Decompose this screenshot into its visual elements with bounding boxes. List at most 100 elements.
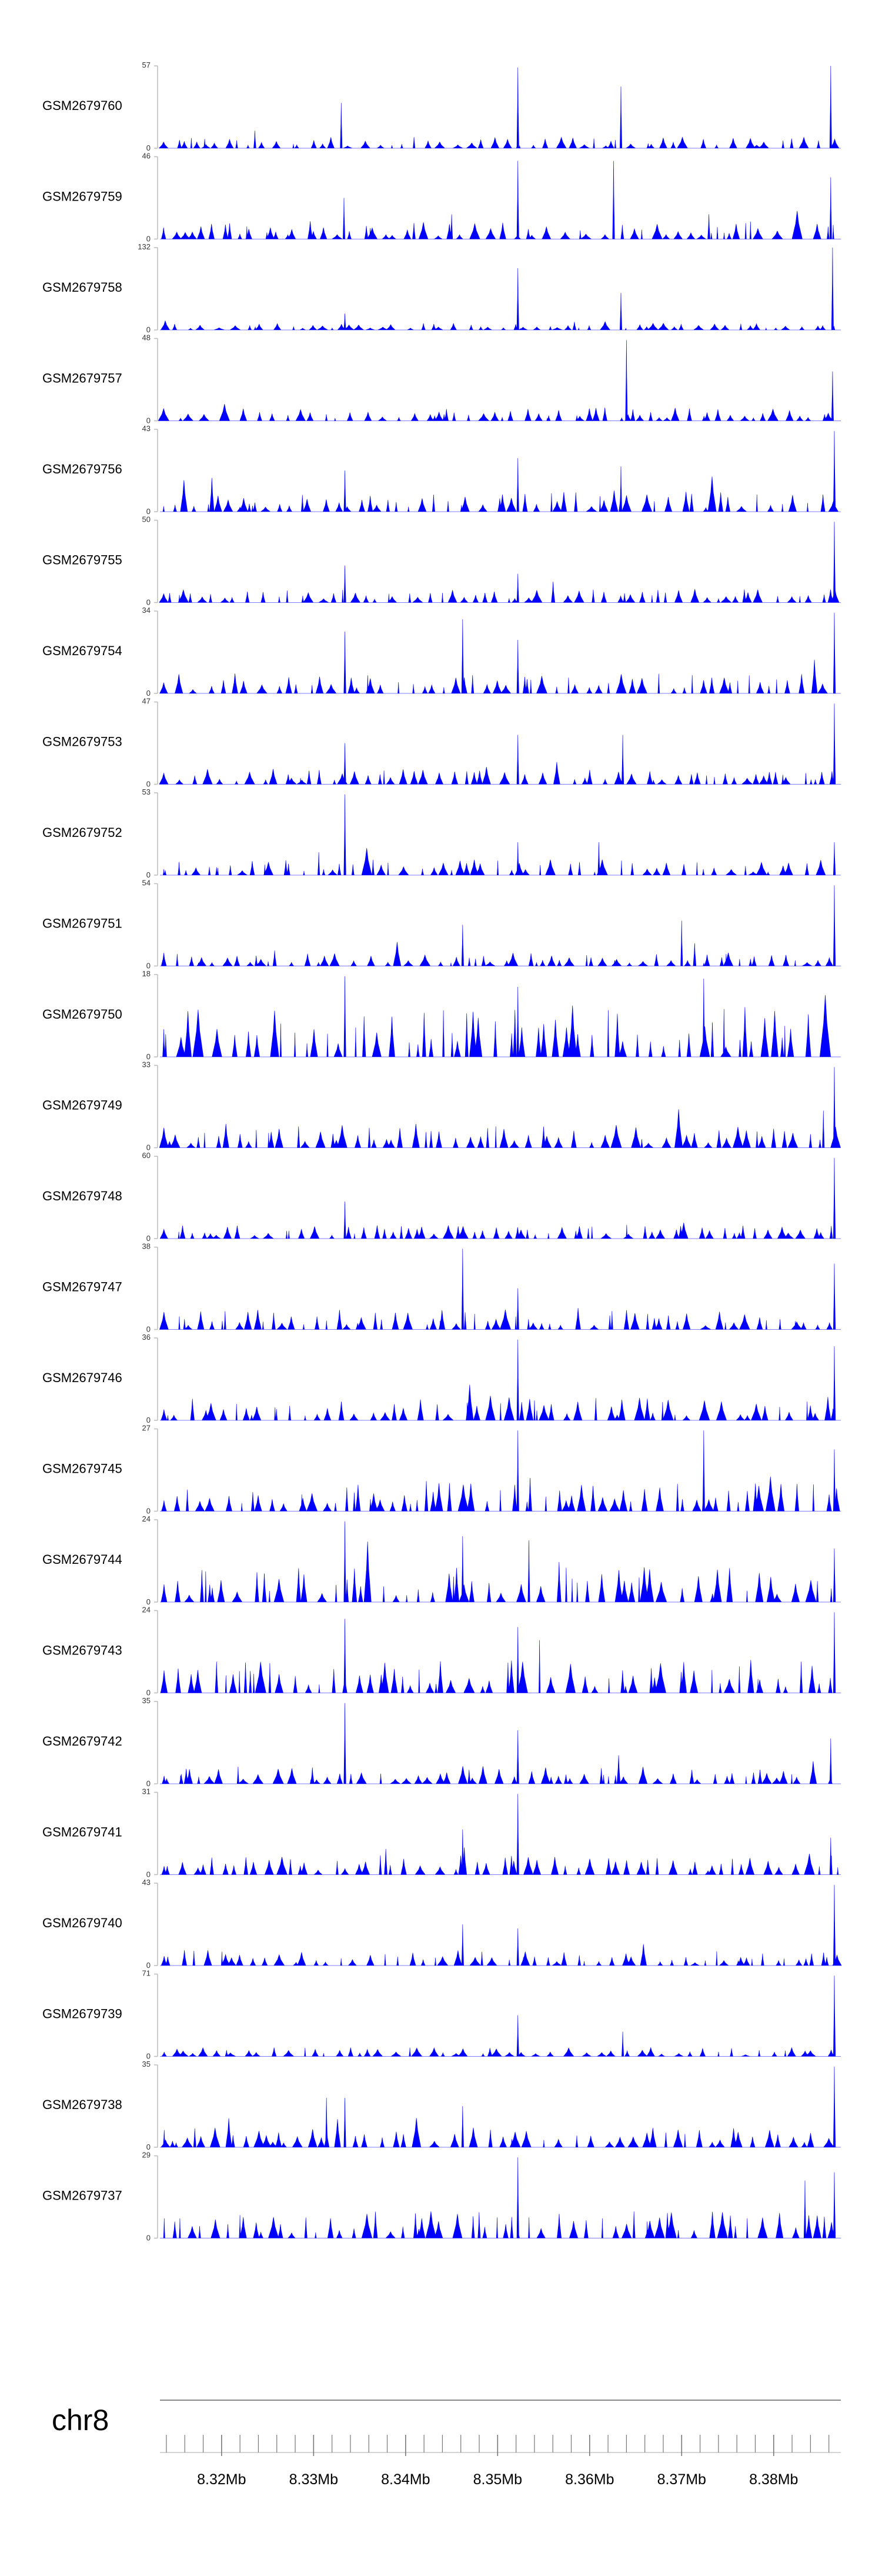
- track-label: GSM2679760: [42, 98, 122, 113]
- track-label: GSM2679740: [42, 1916, 122, 1930]
- track-GSM2679753: GSM2679753 47 0: [42, 697, 841, 789]
- track-GSM2679744: GSM2679744 24 0: [42, 1514, 841, 1606]
- y-zero-label: 0: [146, 1779, 151, 1788]
- track-GSM2679746: GSM2679746 36 0: [42, 1333, 841, 1424]
- y-zero-label: 0: [146, 1689, 151, 1697]
- y-max-label: 24: [142, 1606, 151, 1614]
- coverage-area: [160, 161, 841, 239]
- y-max-label: 29: [142, 2151, 151, 2160]
- coverage-area: [159, 703, 841, 785]
- y-max-label: 24: [142, 1514, 151, 1523]
- coverage-area: [160, 885, 841, 966]
- y-zero-label: 0: [146, 1870, 151, 1879]
- coverage-area: [159, 612, 841, 694]
- track-label: GSM2679753: [42, 735, 122, 749]
- track-label: GSM2679748: [42, 1189, 122, 1203]
- track-label: GSM2679737: [42, 2188, 122, 2203]
- coverage-area: [160, 2066, 841, 2148]
- coverage-area: [159, 522, 841, 603]
- y-max-label: 35: [142, 1696, 151, 1705]
- track-label: GSM2679739: [42, 2007, 122, 2021]
- track-GSM2679758: GSM2679758 132 0: [42, 242, 841, 334]
- y-max-label: 60: [142, 1151, 151, 1160]
- y-zero-label: 0: [146, 144, 151, 152]
- axis-ticks: 8.32Mb 8.33Mb 8.34Mb 8.35Mb 8.36Mb 8.37Mb 8.38…: [166, 2435, 830, 2488]
- y-zero-label: 0: [146, 1143, 151, 1152]
- y-max-label: 53: [142, 788, 151, 796]
- y-zero-label: 0: [146, 1961, 151, 1970]
- x-tick-label: 8.32Mb: [197, 2471, 246, 2488]
- y-max-label: 18: [142, 969, 151, 978]
- y-max-label: 35: [142, 2060, 151, 2068]
- y-zero-label: 0: [146, 780, 151, 789]
- y-max-label: 43: [142, 1878, 151, 1887]
- track-label: GSM2679750: [42, 1007, 122, 1022]
- track-GSM2679738: GSM2679738 35 0: [42, 2060, 841, 2151]
- track-GSM2679752: GSM2679752 53 0: [42, 788, 841, 879]
- y-max-label: 47: [142, 697, 151, 706]
- track-GSM2679742: GSM2679742 35 0: [42, 1696, 841, 1788]
- track-label: GSM2679738: [42, 2097, 122, 2112]
- track-label: GSM2679751: [42, 916, 122, 931]
- track-GSM2679751: GSM2679751 54 0: [42, 879, 841, 970]
- track-label: GSM2679758: [42, 280, 122, 295]
- coverage-area: [159, 1067, 841, 1148]
- track-GSM2679755: GSM2679755 50 0: [42, 515, 841, 607]
- y-max-label: 33: [142, 1060, 151, 1069]
- track-label: GSM2679741: [42, 1825, 122, 1840]
- x-tick-label: 8.37Mb: [657, 2471, 706, 2488]
- track-GSM2679754: GSM2679754 34 0: [42, 606, 841, 698]
- y-zero-label: 0: [146, 1507, 151, 1516]
- coverage-area: [160, 247, 841, 331]
- track-GSM2679750: GSM2679750 18 0: [42, 969, 841, 1061]
- track-label: GSM2679759: [42, 189, 122, 204]
- x-tick-label: 8.38Mb: [749, 2471, 798, 2488]
- track-GSM2679743: GSM2679743 24 0: [42, 1606, 841, 1697]
- coverage-area: [160, 976, 841, 1057]
- track-label: GSM2679755: [42, 553, 122, 568]
- track-GSM2679760: GSM2679760 57 0: [42, 61, 841, 152]
- coverage-area: [159, 1249, 841, 1330]
- track-label: GSM2679744: [42, 1552, 122, 1567]
- y-max-label: 50: [142, 515, 151, 524]
- coverage-area: [160, 794, 841, 876]
- y-zero-label: 0: [146, 1325, 151, 1334]
- track-GSM2679759: GSM2679759 46 0: [42, 152, 841, 243]
- track-label: GSM2679747: [42, 1280, 122, 1294]
- y-zero-label: 0: [146, 2143, 151, 2151]
- coverage-area: [158, 340, 841, 422]
- y-zero-label: 0: [146, 2052, 151, 2061]
- track-label: GSM2679754: [42, 643, 122, 658]
- y-max-label: 46: [142, 152, 151, 161]
- y-zero-label: 0: [146, 689, 151, 698]
- coverage-area: [160, 2157, 841, 2238]
- y-max-label: 132: [138, 242, 151, 251]
- y-zero-label: 0: [146, 1052, 151, 1061]
- y-zero-label: 0: [146, 325, 151, 334]
- coverage-area: [160, 1976, 841, 2057]
- track-label: GSM2679756: [42, 462, 122, 476]
- y-max-label: 54: [142, 879, 151, 887]
- y-zero-label: 0: [146, 416, 151, 425]
- y-max-label: 71: [142, 1969, 151, 1978]
- x-tick-label: 8.36Mb: [565, 2471, 614, 2488]
- genome-axis: chr8 8.32Mb 8.33Mb 8.34Mb 8.35Mb 8.36Mb 8.37M…: [52, 2400, 841, 2488]
- y-max-label: 57: [142, 61, 151, 69]
- y-zero-label: 0: [146, 1597, 151, 1606]
- y-max-label: 48: [142, 333, 151, 342]
- x-tick-label: 8.33Mb: [289, 2471, 338, 2488]
- y-max-label: 43: [142, 424, 151, 433]
- track-label: GSM2679752: [42, 825, 122, 840]
- data-tracks: GSM2679760570GSM2679759460GSM26797581320…: [42, 61, 842, 2243]
- y-zero-label: 0: [146, 962, 151, 970]
- track-GSM2679749: GSM2679749 33 0: [42, 1060, 841, 1152]
- y-zero-label: 0: [146, 870, 151, 879]
- track-GSM2679747: GSM2679747 38 0: [42, 1242, 841, 1334]
- track-GSM2679756: GSM2679756 43 0: [42, 424, 841, 516]
- y-zero-label: 0: [146, 1234, 151, 1243]
- chromosome-label: chr8: [52, 2404, 109, 2437]
- x-tick-label: 8.35Mb: [473, 2471, 522, 2488]
- track-GSM2679748: GSM2679748 60 0: [42, 1151, 841, 1243]
- track-label: GSM2679745: [42, 1461, 122, 1476]
